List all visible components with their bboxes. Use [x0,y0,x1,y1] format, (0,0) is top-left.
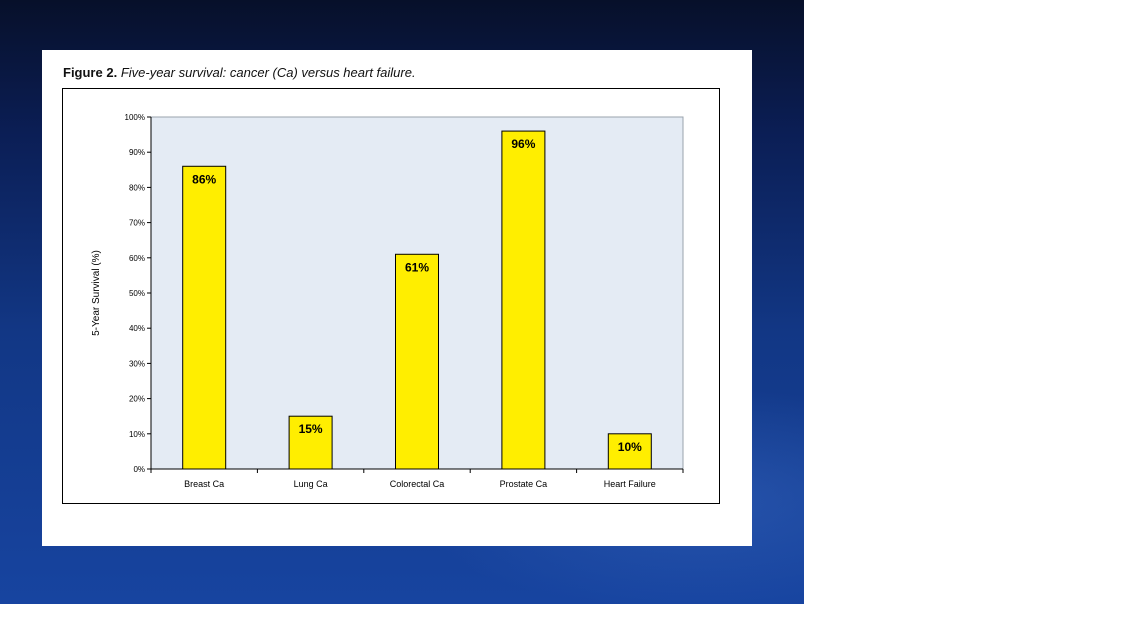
bar [607,433,652,470]
bar-chart: 0% 10% 20% 30% 40% 50% 60% 70% 80% 90% 100% 86% 15%… [91,113,684,489]
data-label: 10% [618,440,642,454]
y-tick-label: 10% [129,430,145,439]
data-label: 86% [192,172,216,186]
x-tick-label: Heart Failure [604,479,656,489]
y-tick-label: 0% [133,465,145,474]
bar [395,253,439,470]
data-label: 61% [405,260,429,274]
y-tick-label: 70% [129,219,145,228]
chart-frame: 0% 10% 20% 30% 40% 50% 60% 70% 80% 90% 100% 86% 15%… [62,88,720,504]
y-tick-label: 30% [129,359,145,368]
bar [182,165,227,470]
y-tick-label: 90% [129,148,145,157]
figure-panel: Figure 2. Five-year survival: cancer (Ca… [42,50,752,546]
figure-caption: Figure 2. Five-year survival: cancer (Ca… [63,65,416,80]
y-tick-label: 80% [129,183,145,192]
bar [288,415,333,470]
x-tick-label: Colorectal Ca [390,479,445,489]
y-axis-title: 5-Year Survival (%) [91,250,102,336]
figure-caption-label: Figure 2. [63,65,118,80]
y-tick-label: 20% [129,395,145,404]
y-tick-label: 60% [129,254,145,263]
y-tick-label: 50% [129,289,145,298]
y-tick-label: 40% [129,324,145,333]
data-label: 15% [299,422,323,436]
data-label: 96% [511,137,535,151]
y-tick-label: 100% [125,113,145,122]
figure-caption-text: Five-year survival: cancer (Ca) versus h… [120,65,416,80]
x-tick-label: Lung Ca [294,479,328,489]
x-tick-label: Prostate Ca [500,479,548,489]
bar [501,130,546,470]
x-tick-label: Breast Ca [184,479,224,489]
